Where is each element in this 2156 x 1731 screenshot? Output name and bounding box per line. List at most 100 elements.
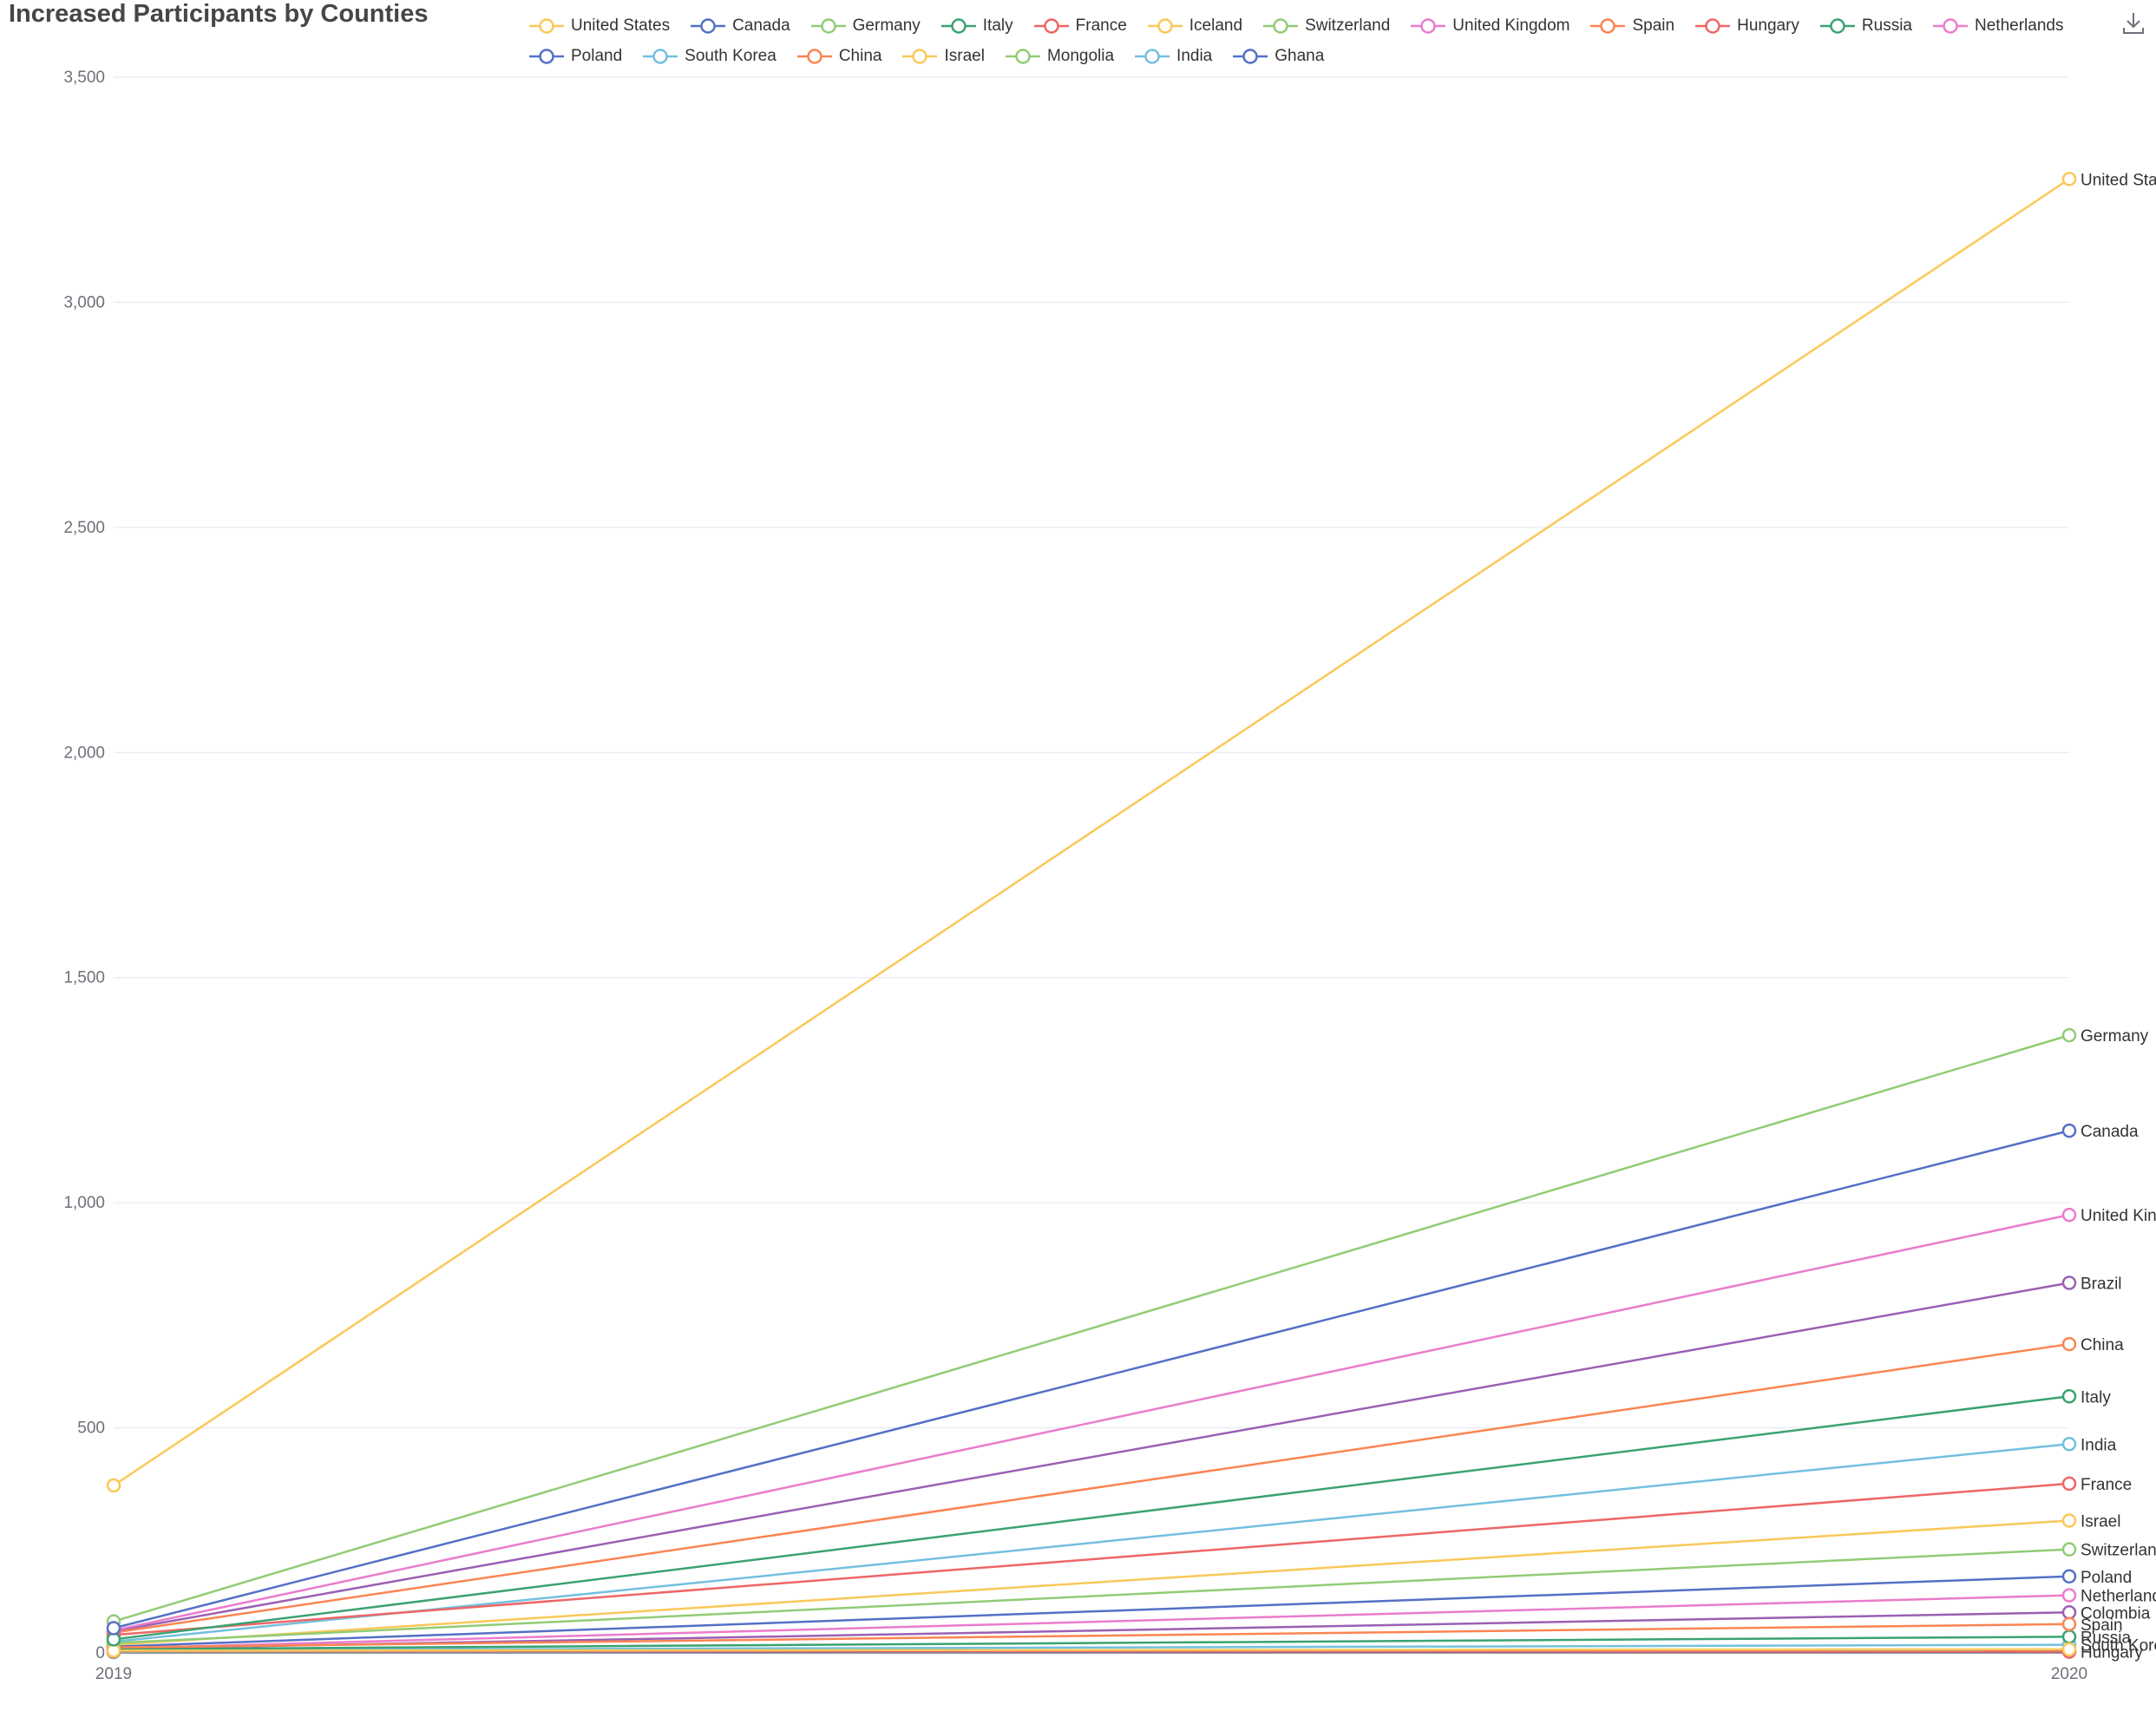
end-label-spain: Spain [2081, 1616, 2123, 1635]
legend-marker-icon [902, 48, 938, 64]
data-point-germany-2020 [2061, 1027, 2077, 1043]
legend-label: Spain [1632, 16, 1675, 35]
legend-label: United Kingdom [1452, 16, 1570, 35]
data-point-spain-2020 [2061, 1616, 2077, 1632]
y-tick-label: 2,000 [63, 744, 105, 762]
data-point-canada-2019 [106, 1621, 121, 1636]
legend-marker-icon [1135, 48, 1170, 64]
series-line-united-states [113, 178, 2070, 1487]
series-line-poland [113, 1575, 2070, 1648]
data-point-china-2020 [2061, 1336, 2077, 1352]
chart-title: Increased Participants by Counties [9, 0, 429, 28]
y-tick-label: 0 [95, 1644, 105, 1662]
end-label-hungary: Hungary [2081, 1643, 2143, 1662]
end-label-south-korea: South Korea [2081, 1637, 2156, 1656]
legend-item-india[interactable]: India [1135, 44, 1212, 68]
legend-marker-icon [529, 17, 564, 34]
legend-label: Hungary [1737, 16, 1799, 35]
series-line-netherlands [113, 1594, 2070, 1650]
data-point-united-states-2020 [2061, 172, 2077, 187]
end-label-switzerland: Switzerland [2081, 1542, 2156, 1560]
legend-item-canada[interactable]: Canada [691, 14, 790, 37]
series-line-china [113, 1342, 2070, 1634]
legend-marker-icon [1263, 17, 1299, 34]
y-tick-label: 500 [77, 1420, 105, 1438]
y-tick-label: 3,000 [63, 293, 105, 311]
end-label-india: India [2081, 1436, 2117, 1454]
legend-label: Netherlands [1975, 16, 2064, 35]
end-label-france: France [2081, 1476, 2132, 1494]
legend-label: Ghana [1275, 46, 1325, 65]
legend-item-hungary[interactable]: Hungary [1695, 14, 1799, 37]
legend-item-israel[interactable]: Israel [902, 44, 985, 68]
legend-item-iceland[interactable]: Iceland [1147, 14, 1242, 37]
legend-marker-icon [529, 48, 564, 64]
end-label-russia: Russia [2081, 1629, 2132, 1647]
data-point-colombia-2020 [2061, 1605, 2077, 1620]
legend-marker-icon [810, 17, 846, 34]
legend: United States Canada Germany Italy France Ice… [529, 14, 2100, 68]
legend-label: Switzerland [1305, 16, 1391, 35]
legend-item-poland[interactable]: Poland [529, 44, 622, 68]
data-point-united-states-2019 [106, 1478, 121, 1493]
legend-marker-icon [691, 17, 726, 34]
legend-item-france[interactable]: France [1033, 14, 1127, 37]
end-label-canada: Canada [2081, 1123, 2139, 1141]
legend-label: Germany [852, 16, 921, 35]
legend-marker-icon [643, 48, 678, 64]
legend-marker-icon [1933, 17, 1968, 34]
series-line-spain [113, 1623, 2070, 1649]
legend-marker-icon [1819, 17, 1855, 34]
series-line-brazil [113, 1282, 2070, 1633]
end-label-germany: Germany [2081, 1027, 2149, 1046]
legend-item-south-korea[interactable]: South Korea [643, 44, 777, 68]
legend-label: Russia [1861, 16, 1912, 35]
legend-label: Poland [571, 46, 623, 65]
legend-item-ghana[interactable]: Ghana [1233, 44, 1324, 68]
download-icon[interactable] [2120, 10, 2146, 36]
series-line-united-kingdom [113, 1213, 2070, 1632]
end-label-israel: Israel [2081, 1512, 2120, 1531]
legend-item-china[interactable]: China [796, 44, 881, 68]
data-point-italy-2020 [2061, 1389, 2077, 1404]
end-label-brazil: Brazil [2081, 1275, 2122, 1293]
series-line-iceland [113, 1648, 2070, 1652]
legend-label: United States [571, 16, 671, 35]
series-line-south-korea [113, 1643, 2070, 1652]
y-tick-label: 1,000 [63, 1194, 105, 1212]
legend-label: France [1075, 16, 1127, 35]
data-point-netherlands-2020 [2061, 1588, 2077, 1603]
legend-item-united-states[interactable]: United States [529, 14, 670, 37]
legend-marker-icon [1590, 17, 1626, 34]
series-line-switzerland [113, 1548, 2070, 1644]
data-point-brazil-2020 [2061, 1275, 2077, 1290]
legend-item-russia[interactable]: Russia [1819, 14, 1912, 37]
data-point-israel-2020 [2061, 1513, 2077, 1528]
series-line-canada [113, 1129, 2070, 1629]
legend-label: South Korea [685, 46, 777, 65]
y-tick-label: 3,500 [63, 69, 105, 87]
legend-item-netherlands[interactable]: Netherlands [1933, 14, 2063, 37]
series-line-israel [113, 1519, 2070, 1646]
end-label-china: China [2081, 1336, 2124, 1354]
legend-item-mongolia[interactable]: Mongolia [1005, 44, 1114, 68]
data-point-iceland-2020 [2061, 1642, 2077, 1657]
legend-marker-icon [796, 48, 832, 64]
legend-item-spain[interactable]: Spain [1590, 14, 1674, 37]
legend-item-germany[interactable]: Germany [810, 14, 921, 37]
series-line-france [113, 1482, 2070, 1636]
legend-label: Canada [732, 16, 790, 35]
legend-marker-icon [1411, 17, 1446, 34]
data-point-united-kingdom-2020 [2061, 1207, 2077, 1223]
legend-item-united-kingdom[interactable]: United Kingdom [1411, 14, 1569, 37]
data-point-russia-2020 [2061, 1629, 2077, 1644]
data-point-poland-2020 [2061, 1569, 2077, 1584]
legend-item-italy[interactable]: Italy [940, 14, 1013, 37]
end-label-netherlands: Netherlands [2081, 1588, 2156, 1606]
data-point-france-2020 [2061, 1476, 2077, 1492]
series-line-russia [113, 1636, 2070, 1651]
legend-marker-icon [1147, 17, 1183, 34]
legend-item-switzerland[interactable]: Switzerland [1263, 14, 1390, 37]
data-point-switzerland-2020 [2061, 1542, 2077, 1557]
